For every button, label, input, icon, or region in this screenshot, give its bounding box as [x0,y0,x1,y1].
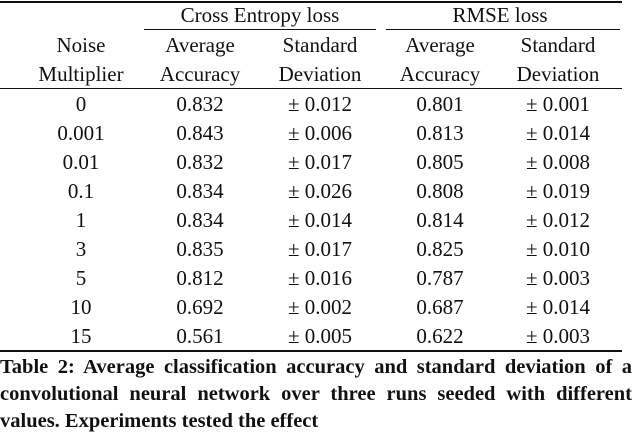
table-cell: 0.787 [416,266,464,290]
caption: Table 2: Average classification accuracy… [0,356,632,432]
table-cell: 0.825 [416,237,464,261]
table-cell: 0.814 [416,208,464,232]
table-cell: 0 [75,92,87,116]
table-cell: ± 0.014 [287,208,353,232]
table-cell: ± 0.002 [287,295,353,319]
table-cell: ± 0.001 [525,92,591,116]
table-cell: 0.687 [416,295,464,319]
column-header: Average [165,33,235,57]
table-cell: 0.834 [176,179,224,203]
table-cell: 5 [75,266,87,290]
table-cell: ± 0.003 [525,324,591,348]
table-cell: ± 0.014 [525,295,591,319]
table-cell: 0.832 [176,150,224,174]
table-cell: ± 0.026 [287,179,353,203]
table-cell: ± 0.003 [525,266,591,290]
column-header: Standard [282,33,358,57]
column-header: Standard [520,33,596,57]
table-cell: 0.843 [176,121,224,145]
group-rule [386,29,620,30]
table-cell: ± 0.017 [287,150,353,174]
table-cell: 0.692 [176,295,224,319]
table-cell: ± 0.010 [525,237,591,261]
table-cell: 0.801 [416,92,464,116]
table-cell: 1 [75,208,87,232]
table-cell: 0.834 [176,208,224,232]
table-cell: 0.835 [176,237,224,261]
table-cell: 0.01 [62,150,100,174]
column-header: Multiplier [38,62,124,86]
table-cell: ± 0.019 [525,179,591,203]
group-header: Cross Entropy loss [180,3,340,27]
table-cell: 0.001 [57,121,105,145]
table-cell: 0.832 [176,92,224,116]
table-cell: 10 [70,295,92,319]
group-rule [144,29,376,30]
table-cell: ± 0.008 [525,150,591,174]
column-header: Accuracy [399,62,481,86]
table-cell: 0.812 [176,266,224,290]
table-cell: 0.1 [67,179,95,203]
table-cell: ± 0.017 [287,237,353,261]
table-cell: 0.805 [416,150,464,174]
table-cell: ± 0.014 [525,121,591,145]
table-cell: 0.622 [416,324,464,348]
group-header: RMSE loss [452,3,548,27]
bottom-rule [0,350,622,352]
table-cell: 15 [70,324,92,348]
column-header: Accuracy [159,62,241,86]
table-cell: 0.813 [416,121,464,145]
column-header: Deviation [278,62,362,86]
column-header: Average [405,33,475,57]
column-header: Deviation [516,62,600,86]
table-cell: ± 0.006 [287,121,353,145]
table-cell: ± 0.012 [525,208,591,232]
table-cell: 0.561 [176,324,224,348]
table-cell: ± 0.012 [287,92,353,116]
table-cell: ± 0.016 [287,266,353,290]
table-cell: 0.808 [416,179,464,203]
column-header: Noise [56,33,106,57]
top-rule [0,1,622,3]
header-rule [0,88,622,89]
table-cell: 3 [75,237,87,261]
table-cell: ± 0.005 [287,324,353,348]
